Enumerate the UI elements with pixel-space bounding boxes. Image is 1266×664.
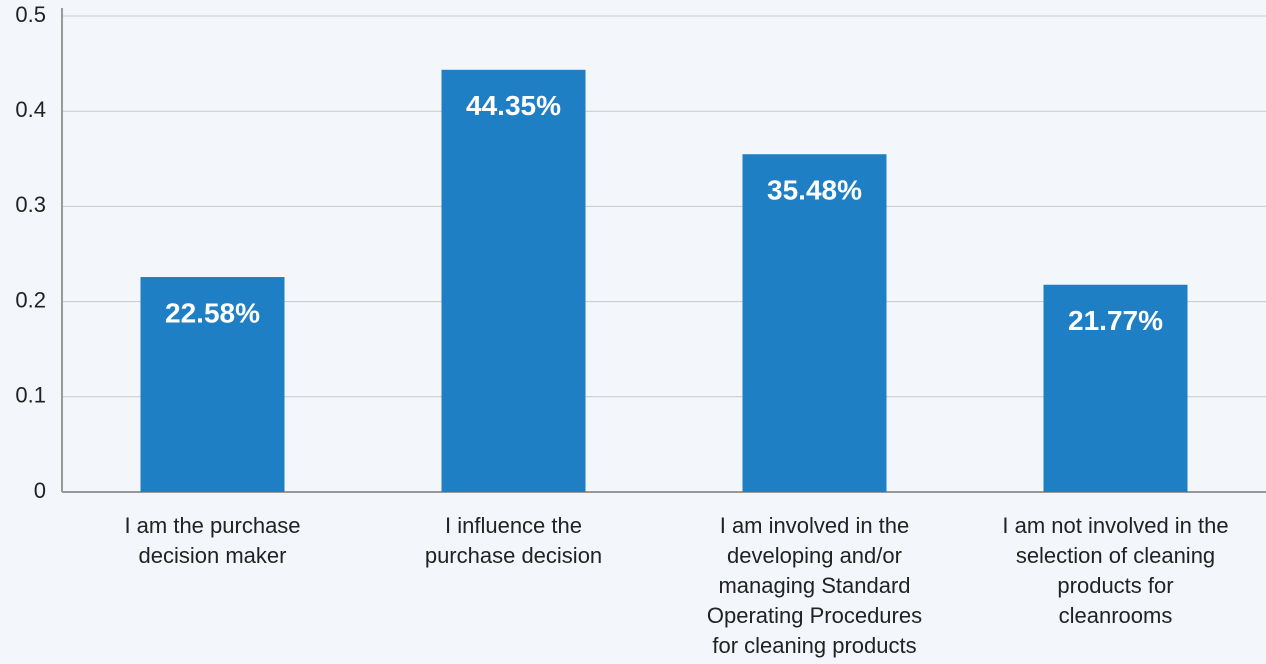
value-label: 35.48% (767, 175, 862, 206)
y-tick-label: 0.1 (15, 383, 46, 408)
y-tick-label: 0 (34, 478, 46, 503)
value-label: 44.35% (466, 90, 561, 121)
bar (441, 69, 586, 493)
bar (742, 154, 887, 492)
x-tick-label: I am involved in the developing and/or man… (707, 513, 922, 658)
y-tick-label: 0.3 (15, 192, 46, 217)
y-tick-label: 0.2 (15, 287, 46, 312)
bar (140, 277, 285, 492)
y-tick-label: 0.4 (15, 97, 46, 122)
x-tick-label: I influence the purchase decision (425, 513, 602, 568)
value-label: 21.77% (1068, 305, 1163, 336)
bar (1043, 284, 1188, 492)
x-tick-label: I am not involved in the selection of cle… (1002, 513, 1228, 628)
value-label: 22.58% (165, 297, 260, 328)
y-tick-label: 0.5 (15, 2, 46, 27)
x-tick-label: I am the purchase decision maker (124, 513, 300, 568)
